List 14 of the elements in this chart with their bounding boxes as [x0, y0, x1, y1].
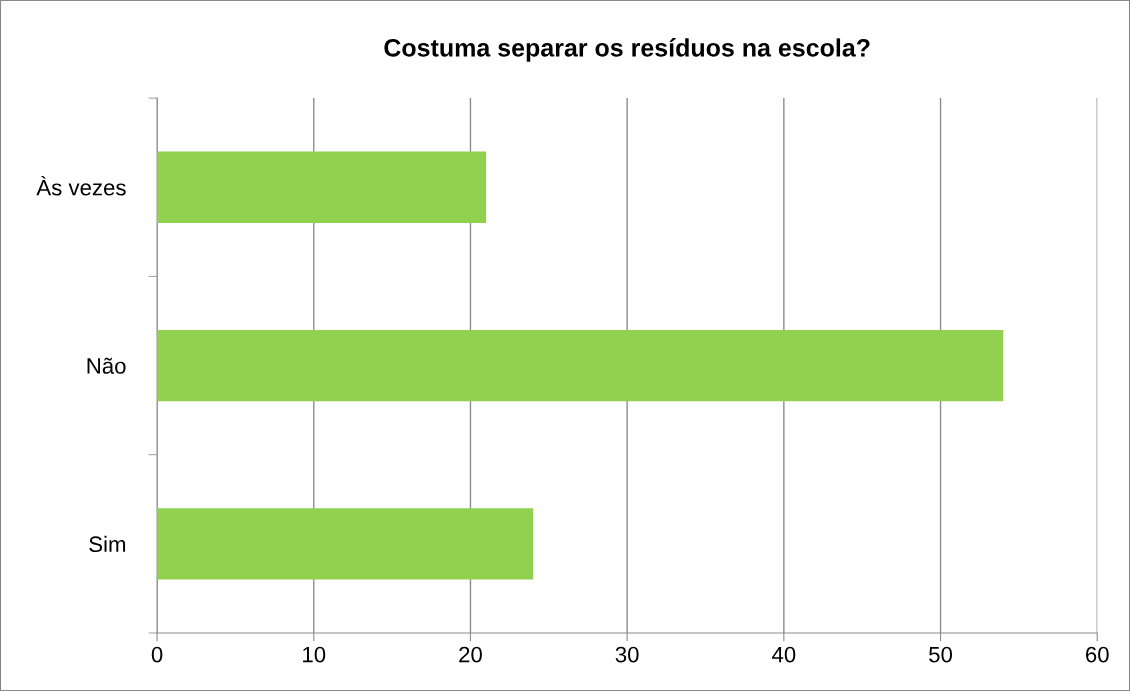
y-tick-label: Às vezes: [36, 176, 126, 196]
x-tick-label: 10: [303, 646, 326, 663]
bar: [157, 508, 534, 580]
bar: [157, 151, 487, 223]
x-tick-label: 50: [929, 646, 953, 663]
x-tick-label: 30: [615, 646, 639, 663]
bar: [157, 329, 1004, 402]
chart-title: Costuma separar os resíduos na escola?: [384, 38, 870, 62]
y-tick-label: Não: [87, 357, 126, 374]
x-tick-label: 20: [459, 646, 482, 663]
x-tick-label: 60: [1086, 646, 1109, 663]
y-tick-label: Sim: [89, 535, 126, 553]
x-tick-label: 40: [772, 646, 796, 663]
x-tick-label: 0: [151, 646, 163, 663]
